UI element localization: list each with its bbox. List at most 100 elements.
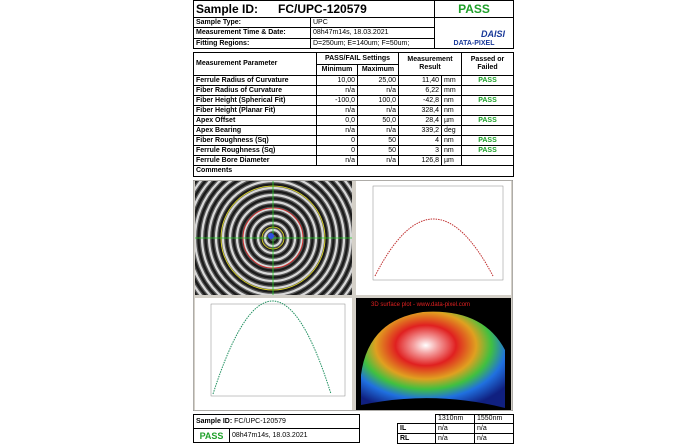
interferogram xyxy=(195,181,352,295)
cell-parameter: Fiber Height (Spherical Fit) xyxy=(193,95,317,106)
cell-parameter: Ferrule Roughness (Sq) xyxy=(193,145,317,156)
cell-max: n/a xyxy=(357,125,399,136)
logo: DAISI DATA-PIXEL xyxy=(434,17,514,49)
cell-status: PASS xyxy=(461,95,514,106)
footer-id: Sample ID: FC/UPC-120579 xyxy=(192,414,361,429)
cell-unit: mm xyxy=(441,85,462,96)
logo-brand: DATA-PIXEL xyxy=(453,40,495,47)
cell-unit: mm xyxy=(441,75,462,86)
cell-result: 339,2 xyxy=(398,125,442,136)
cell-min: n/a xyxy=(316,155,358,166)
footer-table: Sample ID: FC/UPC-120579 PASS 08h47m14s, … xyxy=(192,414,361,443)
cell-max: 50 xyxy=(357,145,399,156)
field-row: Measurement Time & Date: 08h47m14s, 18.03… xyxy=(193,27,514,39)
header: Measurement Result xyxy=(398,52,462,76)
loss-row: RL n/a n/a xyxy=(397,433,514,444)
field-value: D=250um; E=140um; F=50um; xyxy=(310,38,435,49)
cell-min: n/a xyxy=(316,85,358,96)
cell-unit: nm xyxy=(441,105,462,116)
cell-unit: nm xyxy=(441,145,462,156)
profile-curve xyxy=(374,218,494,277)
plot-area xyxy=(210,303,346,397)
logo-product: DAISI xyxy=(480,29,505,39)
result-row: Fiber Height (Planar Fit) n/a n/a 328,4 nm xyxy=(193,105,514,116)
cell-parameter: Apex Offset xyxy=(193,115,317,126)
images: 3D surface plot - www.data-pixel.com xyxy=(193,180,513,411)
sample-id-cell: Sample ID: FC/UPC-120579 xyxy=(193,0,435,18)
cell-result: 6,22 xyxy=(398,85,442,96)
cell-result: -42,8 xyxy=(398,95,442,106)
cell-parameter: Fiber Roughness (Sq) xyxy=(193,135,317,146)
field-label: Sample Type: xyxy=(193,17,311,28)
cell-parameter: Fiber Radius of Curvature xyxy=(193,85,317,96)
cell-parameter: Ferrule Radius of Curvature xyxy=(193,75,317,86)
field-label: Measurement Time & Date: xyxy=(193,27,311,39)
cell-unit: deg xyxy=(441,125,462,136)
field-label: Fitting Regions: xyxy=(193,38,311,49)
cell-status: PASS xyxy=(461,75,514,86)
cell-status: PASS xyxy=(461,145,514,156)
wavelength: 1550nm xyxy=(474,414,514,424)
header-table: Sample ID: FC/UPC-120579 PASS Sample Type… xyxy=(193,0,514,49)
cell-status xyxy=(461,125,514,136)
cell-result: 3 xyxy=(398,145,442,156)
label: Sample ID: xyxy=(196,2,259,16)
cell-max: n/a xyxy=(357,155,399,166)
header: Minimum xyxy=(316,64,358,76)
cell-result: 126,8 xyxy=(398,155,442,166)
status: PASS xyxy=(193,428,230,443)
result-row: Fiber Radius of Curvature n/a n/a 6,22 mm xyxy=(193,85,514,96)
plot-panel xyxy=(356,181,511,295)
cell-max: 50 xyxy=(357,135,399,146)
loss-cell: IL xyxy=(397,423,436,434)
cell-parameter: Ferrule Bore Diameter xyxy=(193,155,317,166)
apex xyxy=(268,233,274,239)
result-row: Fiber Roughness (Sq) 0 50 4 nm PASS xyxy=(193,135,514,146)
result-row: Ferrule Roughness (Sq) 0 50 3 nm PASS xyxy=(193,145,514,156)
header: PASS/FAIL Settings xyxy=(316,52,399,65)
comments-label: Comments xyxy=(193,165,514,177)
cell-status xyxy=(461,155,514,166)
loss-cell: n/a xyxy=(435,433,475,444)
field-value: 08h47m14s, 18.03.2021 xyxy=(310,27,435,39)
plot-area xyxy=(372,185,504,281)
cell-result: 4 xyxy=(398,135,442,146)
cell-max: n/a xyxy=(357,85,399,96)
field-row: Fitting Regions: D=250um; E=140um; F=50um… xyxy=(193,38,514,49)
result-row: Apex Offset 0,0 50,0 28,4 µm PASS xyxy=(193,115,514,126)
wavelength: 1310nm xyxy=(435,414,475,424)
cell-min: 0 xyxy=(316,145,358,156)
cell-parameter: Apex Bearing xyxy=(193,125,317,136)
result-row: Apex Bearing n/a n/a 339,2 deg xyxy=(193,125,514,136)
comments-row: Comments xyxy=(193,165,514,177)
cell-max: 50,0 xyxy=(357,115,399,126)
result-row: Ferrule Bore Diameter n/a n/a 126,8 µm xyxy=(193,155,514,166)
cell-min: n/a xyxy=(316,105,358,116)
sample-id: FC/UPC-120579 xyxy=(234,417,286,425)
result-row: Fiber Height (Spherical Fit) -100,0 100,0-… xyxy=(193,95,514,106)
surface-caption: 3D surface plot - www.data-pixel.com xyxy=(371,302,470,308)
cell-unit: µm xyxy=(441,155,462,166)
cell-status xyxy=(461,85,514,96)
cell-min: 0 xyxy=(316,135,358,146)
timestamp: 08h47m14s, 18.03.2021 xyxy=(228,428,361,443)
header: Maximum xyxy=(357,64,399,76)
cell-max: 100,0 xyxy=(357,95,399,106)
loss-cell: RL xyxy=(397,433,436,444)
status: PASS xyxy=(434,0,514,18)
cell-parameter: Fiber Height (Planar Fit) xyxy=(193,105,317,116)
header: Measurement Parameter xyxy=(193,52,317,76)
loss-table: 1310nm 1550nm IL n/a n/a RL n/a n/a xyxy=(397,414,514,444)
cell-result: 11,40 xyxy=(398,75,442,86)
plot-panel xyxy=(195,298,352,410)
cell-unit: µm xyxy=(441,115,462,126)
cell-max: 25,00 xyxy=(357,75,399,86)
cell-min: -100,0 xyxy=(316,95,358,106)
field-row: Sample Type: UPC DAISI DATA-PIXEL xyxy=(193,17,514,49)
cell-status xyxy=(461,105,514,116)
loss-row: IL n/a n/a xyxy=(397,423,514,434)
cell-result: 328,4 xyxy=(398,105,442,116)
cell-min: n/a xyxy=(316,125,358,136)
blank xyxy=(397,414,436,424)
label: Sample ID: xyxy=(196,417,233,425)
